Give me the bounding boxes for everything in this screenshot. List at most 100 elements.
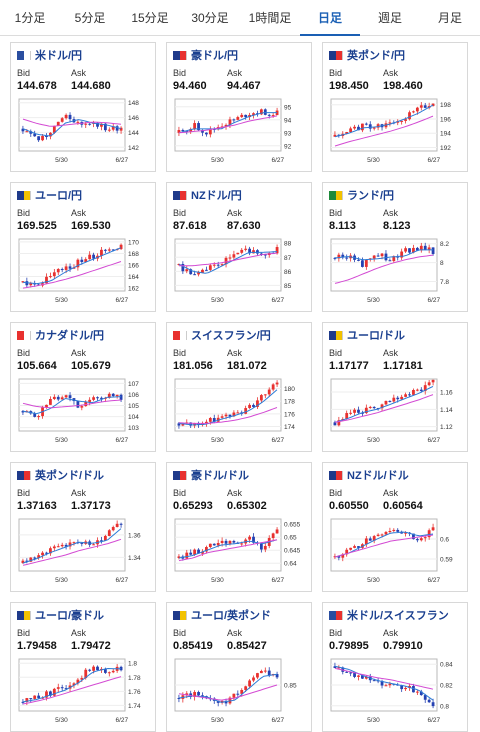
candle-body [345,257,349,259]
tab-1min[interactable]: 1分足 [14,11,46,25]
y-tick-label: 0.64 [284,561,297,568]
y-tick-label: 162 [128,286,139,293]
candle-body [68,542,72,547]
card-header: NZドル/ドル [329,468,409,482]
bid-label: Bid [17,348,31,358]
pair-name[interactable]: 米ドル/円 [35,50,83,62]
candle-body [33,557,37,559]
candle-body [423,245,427,251]
candle-body [205,132,208,135]
y-tick-label: 1.12 [440,424,453,431]
y-tick-label: 142 [128,145,139,152]
currency-card[interactable]: ランド/円 Bid Ask 8.113 8.123 8.2 8 7.8 5/30 6/27 [322,182,468,312]
bid-label: Bid [329,68,343,78]
pair-name[interactable]: スイスフラン/円 [191,330,271,342]
candle-body [107,530,111,536]
tab-5min[interactable]: 5分足 [74,11,106,25]
candle-body [353,409,356,413]
candle-body [197,549,200,554]
pair-name[interactable]: 英ポンド/ドル [35,470,105,482]
pair-name[interactable]: ユーロ/円 [35,190,83,202]
y-tick-label: 174 [284,424,295,431]
candle-body [49,399,52,405]
ask-label: Ask [383,628,399,638]
candle-body [345,549,349,555]
bid-value: 105.664 [17,360,57,372]
candle-body [263,394,267,396]
currency-card[interactable]: NZドル/ドル Bid Ask 0.60550 0.60564 0.6 0.59 5/30 6/… [322,462,468,592]
tab-monthly[interactable]: 月足 [437,11,462,25]
tab-1hour[interactable]: 1時間足 [248,11,292,25]
tab-weekly[interactable]: 週足 [377,11,402,25]
y-tick-label: 106 [128,392,139,399]
pair-name[interactable]: NZドル/円 [191,190,242,202]
x-tick-label: 5/30 [211,437,224,444]
currency-card[interactable]: ユーロ/円 Bid Ask 169.525 169.530 170 168 166 164 162… [10,182,156,312]
pair-name[interactable]: カナダドル/円 [35,330,105,342]
currency-card[interactable]: ユーロ/豪ドル Bid Ask 1.79458 1.79472 1.8 1.78 1.76 1.… [10,602,156,732]
candle-body [364,123,368,125]
x-tick-label: 6/27 [427,297,440,304]
candle-body [419,538,423,541]
bid-label: Bid [329,208,343,218]
pair-name[interactable]: NZドル/ドル [347,470,409,482]
currency-card[interactable]: 米ドル/円 Bid Ask 144.678 144.680 148 146 144 142 5/3… [10,42,156,172]
pair-name[interactable]: 英ポンド/円 [347,50,406,62]
currency-card[interactable]: ユーロ/英ポンド Bid Ask 0.85419 0.85427 0.85 5/30 6/27 [166,602,312,732]
candle-body [349,128,353,133]
y-tick-label: 170 [128,239,139,246]
x-tick-label: 5/30 [367,297,380,304]
currency-card[interactable]: 豪ドル/ドル Bid Ask 0.65293 0.65302 0.655 0.65 0.645… [166,462,312,592]
candle-body [337,420,341,426]
candle-body [103,535,107,541]
candle-body [275,110,279,116]
candle-body [224,700,228,704]
candle-body [107,393,111,398]
candle-body [201,269,204,273]
pair-name[interactable]: ランド/円 [347,190,395,202]
tab-15min[interactable]: 15分足 [131,11,169,25]
tab-daily[interactable]: 日足 [300,0,360,36]
candle-body [228,257,232,259]
y-tick-label: 0.6 [440,537,449,544]
candle-body [185,693,189,696]
tab-30min[interactable]: 30分足 [191,11,229,25]
pair-name[interactable]: 米ドル/スイスフラン [347,610,449,622]
candle-body [412,111,415,113]
x-tick-label: 5/30 [55,157,68,164]
currency-card[interactable]: スイスフラン/円 Bid Ask 181.056 181.072 180 178 176 174… [166,322,312,452]
candle-body [349,672,353,674]
candle-body [337,254,341,259]
candle-body [21,281,25,283]
candle-body [185,552,189,559]
candle-body [21,411,25,413]
candlestick-chart: 1.16 1.14 1.12 5/30 6/27 [330,378,453,444]
currency-card[interactable]: カナダドル/円 Bid Ask 105.664 105.679 107 106 105 104 1… [10,322,156,452]
candle-body [392,529,396,531]
candle-body [228,540,232,544]
bid-value: 87.618 [173,220,207,232]
candle-body [100,540,103,542]
pair-name[interactable]: 豪ドル/円 [191,50,239,62]
pair-name[interactable]: ユーロ/豪ドル [35,610,105,622]
flag-icon [17,470,31,480]
candle-body [244,408,248,414]
ask-label: Ask [71,208,87,218]
candle-body [45,404,48,408]
candle-body [372,127,376,129]
pair-name[interactable]: 豪ドル/ドル [191,470,250,482]
currency-card[interactable]: 米ドル/スイスフラン Bid Ask 0.79895 0.79910 0.84 0.82 0.… [322,602,468,732]
y-tick-label: 0.59 [440,557,453,564]
pair-name[interactable]: ユーロ/ドル [347,330,406,342]
currency-card[interactable]: 英ポンド/円 Bid Ask 198.450 198.460 198 196 194 192 5/… [322,42,468,172]
currency-grid: 米ドル/円 Bid Ask 144.678 144.680 148 146 144 142 5/3… [0,36,480,732]
currency-card[interactable]: ユーロ/ドル Bid Ask 1.17177 1.17181 1.16 1.14 1.12 5/… [322,322,468,452]
pair-name[interactable]: ユーロ/英ポンド [191,610,272,622]
x-tick-label: 6/27 [271,577,284,584]
currency-card[interactable]: 豪ドル/円 Bid Ask 94.460 94.467 95 94 93 92 5/30 6/27 [166,42,312,172]
candle-body [64,395,68,398]
chart-frame [18,658,126,712]
candle-body [341,554,345,558]
currency-card[interactable]: 英ポンド/ドル Bid Ask 1.37163 1.37173 1.36 1.34 5/30 6… [10,462,156,592]
currency-card[interactable]: NZドル/円 Bid Ask 87.618 87.630 88 87 86 85 5/30 6/27 [166,182,312,312]
